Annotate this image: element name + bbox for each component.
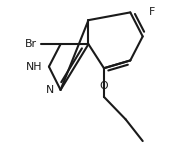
Text: N: N — [46, 85, 54, 95]
Text: NH: NH — [26, 62, 43, 72]
Text: Br: Br — [24, 39, 37, 49]
Text: F: F — [149, 7, 155, 17]
Text: O: O — [100, 81, 108, 91]
